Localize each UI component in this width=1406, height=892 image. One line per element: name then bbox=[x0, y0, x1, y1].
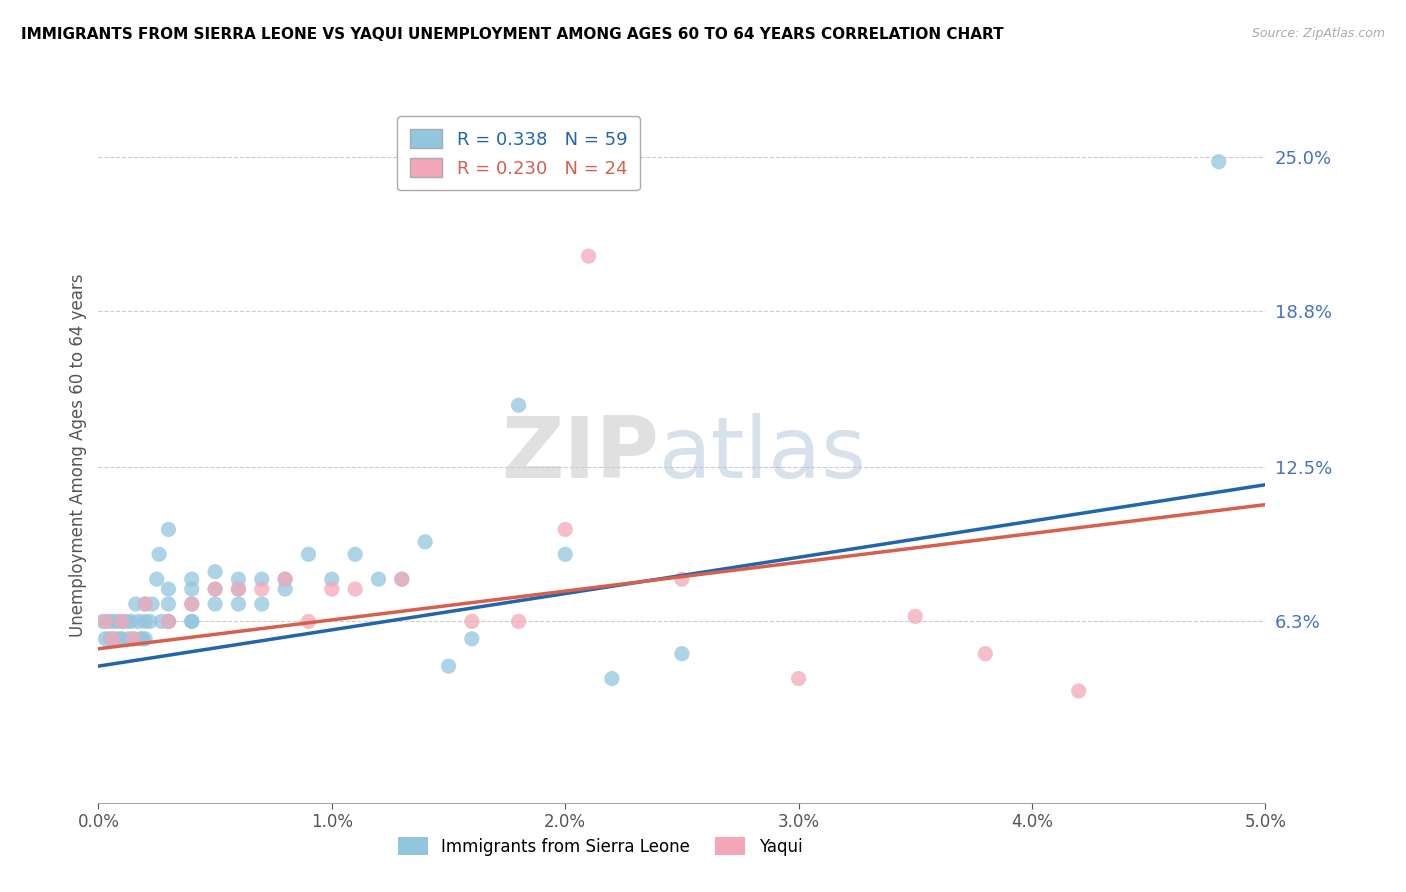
Point bbox=[122, 632, 145, 646]
Point bbox=[157, 615, 180, 629]
Point bbox=[157, 615, 180, 629]
Point bbox=[101, 615, 124, 629]
Point bbox=[111, 615, 134, 629]
Point bbox=[180, 582, 202, 596]
Point bbox=[101, 632, 124, 646]
Point bbox=[321, 582, 343, 596]
Point bbox=[94, 615, 117, 629]
Point bbox=[97, 615, 120, 629]
Point bbox=[91, 615, 114, 629]
Point bbox=[250, 582, 273, 596]
Point bbox=[1208, 154, 1230, 169]
Point bbox=[139, 615, 162, 629]
Point bbox=[391, 572, 413, 586]
Point bbox=[461, 632, 484, 646]
Text: ZIP: ZIP bbox=[501, 413, 658, 497]
Legend: Immigrants from Sierra Leone, Yaqui: Immigrants from Sierra Leone, Yaqui bbox=[389, 829, 811, 864]
Point bbox=[141, 597, 163, 611]
Point bbox=[274, 572, 297, 586]
Point bbox=[127, 615, 149, 629]
Point bbox=[122, 632, 145, 646]
Point bbox=[134, 632, 156, 646]
Point bbox=[671, 647, 693, 661]
Point bbox=[461, 615, 484, 629]
Point bbox=[180, 572, 202, 586]
Point bbox=[180, 597, 202, 611]
Point bbox=[115, 615, 138, 629]
Point bbox=[134, 597, 156, 611]
Point bbox=[508, 398, 530, 412]
Point bbox=[228, 597, 250, 611]
Point bbox=[157, 615, 180, 629]
Point bbox=[204, 597, 226, 611]
Point bbox=[180, 615, 202, 629]
Point bbox=[321, 572, 343, 586]
Point bbox=[974, 647, 997, 661]
Point bbox=[157, 597, 180, 611]
Point bbox=[671, 572, 693, 586]
Point bbox=[274, 582, 297, 596]
Point bbox=[1067, 684, 1090, 698]
Point bbox=[98, 632, 121, 646]
Point bbox=[150, 615, 173, 629]
Point bbox=[104, 632, 127, 646]
Point bbox=[148, 547, 170, 561]
Point bbox=[787, 672, 810, 686]
Point bbox=[391, 572, 413, 586]
Point bbox=[413, 534, 436, 549]
Point bbox=[157, 582, 180, 596]
Text: atlas: atlas bbox=[658, 413, 866, 497]
Point bbox=[180, 597, 202, 611]
Point bbox=[228, 572, 250, 586]
Point bbox=[134, 615, 156, 629]
Point bbox=[228, 582, 250, 596]
Point bbox=[600, 672, 623, 686]
Point bbox=[132, 632, 155, 646]
Point bbox=[204, 582, 226, 596]
Point bbox=[508, 615, 530, 629]
Point bbox=[250, 597, 273, 611]
Point bbox=[134, 597, 156, 611]
Point bbox=[554, 547, 576, 561]
Point bbox=[94, 632, 117, 646]
Point bbox=[180, 615, 202, 629]
Point bbox=[129, 632, 152, 646]
Point bbox=[228, 582, 250, 596]
Point bbox=[437, 659, 460, 673]
Point bbox=[108, 632, 131, 646]
Point bbox=[111, 615, 134, 629]
Point bbox=[297, 547, 319, 561]
Point bbox=[105, 615, 128, 629]
Text: IMMIGRANTS FROM SIERRA LEONE VS YAQUI UNEMPLOYMENT AMONG AGES 60 TO 64 YEARS COR: IMMIGRANTS FROM SIERRA LEONE VS YAQUI UN… bbox=[21, 27, 1004, 42]
Point bbox=[111, 632, 134, 646]
Point bbox=[554, 523, 576, 537]
Point bbox=[578, 249, 600, 263]
Point bbox=[344, 547, 367, 561]
Point bbox=[204, 565, 226, 579]
Point bbox=[125, 597, 148, 611]
Point bbox=[120, 615, 142, 629]
Y-axis label: Unemployment Among Ages 60 to 64 years: Unemployment Among Ages 60 to 64 years bbox=[69, 273, 87, 637]
Point bbox=[367, 572, 389, 586]
Text: Source: ZipAtlas.com: Source: ZipAtlas.com bbox=[1251, 27, 1385, 40]
Point bbox=[157, 523, 180, 537]
Point bbox=[250, 572, 273, 586]
Point bbox=[118, 632, 141, 646]
Point bbox=[274, 572, 297, 586]
Point bbox=[344, 582, 367, 596]
Point bbox=[904, 609, 927, 624]
Point bbox=[146, 572, 169, 586]
Point bbox=[297, 615, 319, 629]
Point bbox=[204, 582, 226, 596]
